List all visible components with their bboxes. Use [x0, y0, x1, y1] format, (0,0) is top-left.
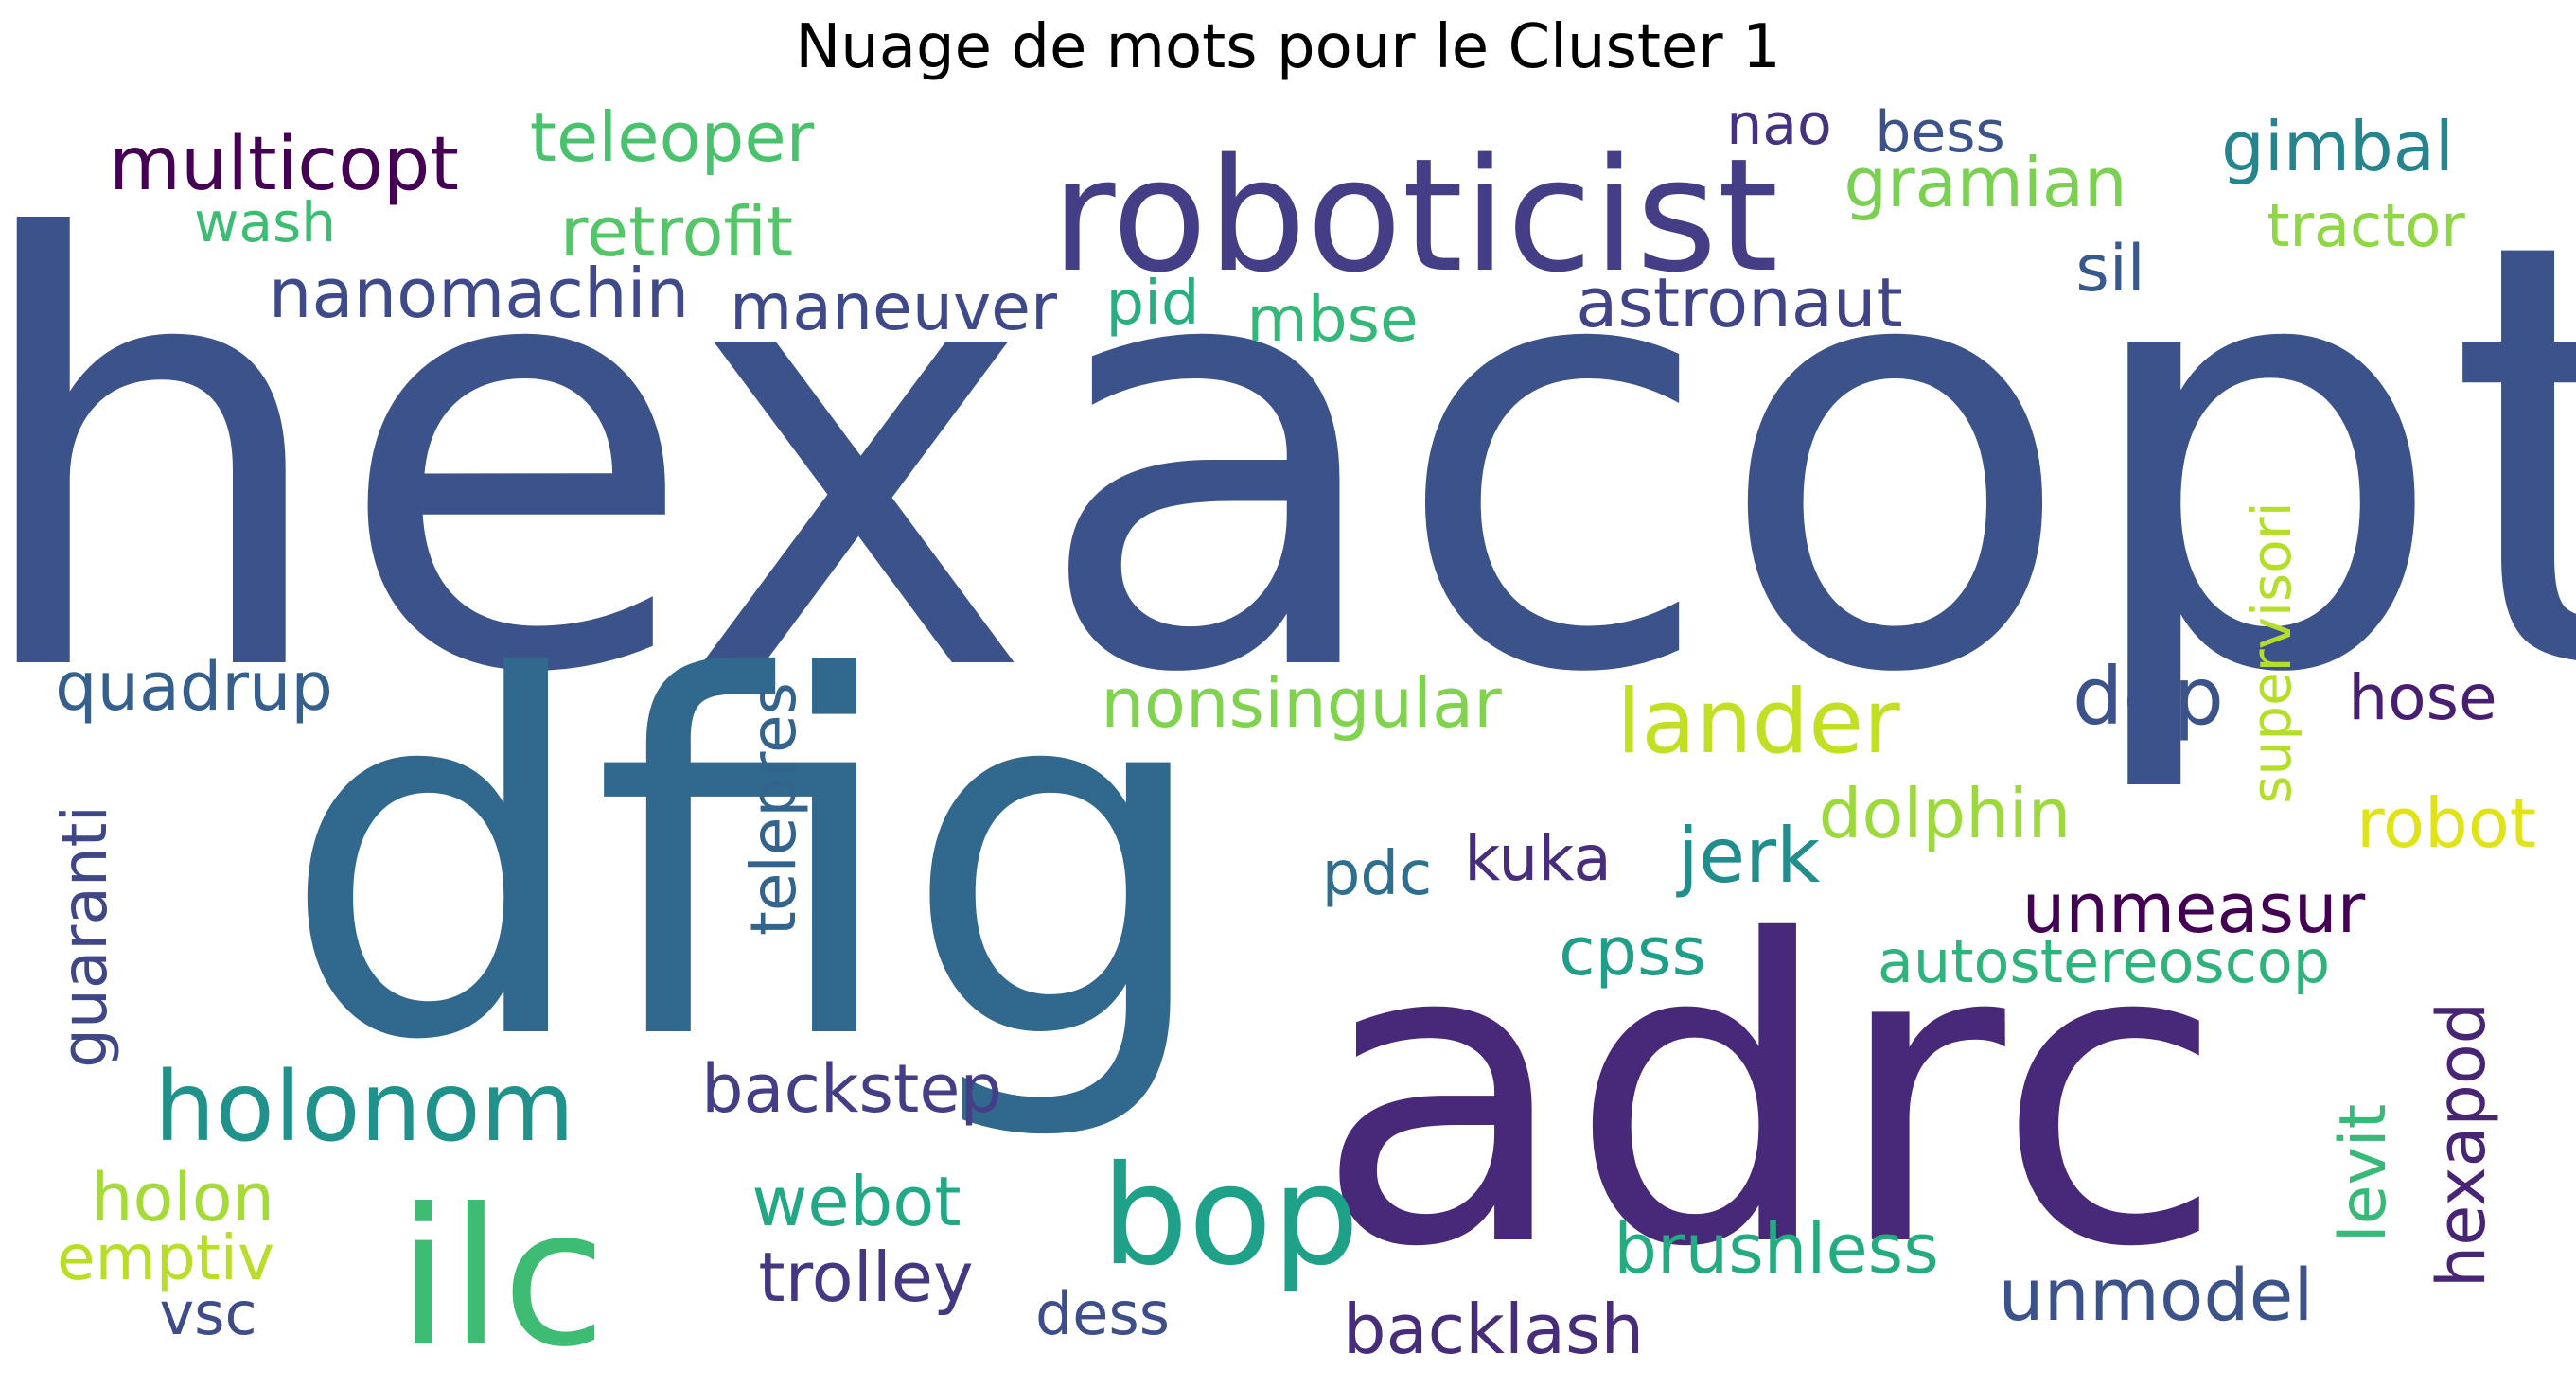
word: hexapod	[2423, 1002, 2500, 1288]
word: emptiv	[57, 1221, 274, 1294]
word: unmodel	[1999, 1253, 2314, 1337]
word: bop	[1102, 1136, 1360, 1296]
word: mbse	[1246, 283, 1418, 356]
word: kuka	[1464, 822, 1612, 895]
word: gimbal	[2221, 107, 2454, 186]
word: supervisori	[2239, 501, 2303, 803]
word: maneuver	[730, 271, 1057, 345]
word: quadrup	[55, 648, 333, 726]
word: nanomachin	[269, 254, 690, 333]
word: roboticist	[1051, 125, 1779, 307]
word: astronaut	[1576, 263, 1903, 342]
word: bess	[1875, 99, 2005, 166]
word: tractor	[2267, 191, 2465, 260]
word: unmeasur	[2022, 869, 2366, 948]
word: guaranti	[48, 805, 121, 1068]
word: dfig	[280, 574, 1215, 1148]
word: robot	[2356, 783, 2536, 863]
word: holon	[91, 1159, 274, 1237]
word: backstep	[701, 1050, 1002, 1128]
word: retrofit	[560, 192, 793, 272]
word: pid	[1105, 269, 1199, 339]
word: webot	[751, 1162, 961, 1241]
word: hose	[2348, 661, 2497, 734]
word: ilc	[397, 1168, 606, 1387]
word: nao	[1726, 92, 1832, 158]
word: holonom	[154, 1051, 574, 1164]
word: nonsingular	[1101, 663, 1502, 743]
word: lander	[1616, 671, 1900, 774]
word: sil	[2075, 232, 2144, 307]
word: vsc	[159, 1279, 256, 1348]
word: adrc	[1314, 853, 2225, 1338]
word: levit	[2326, 1104, 2401, 1243]
word: dolphin	[1819, 774, 2072, 853]
word: telepres	[737, 682, 810, 936]
word: multicopt	[109, 122, 459, 207]
word: backlash	[1343, 1290, 1644, 1369]
word: brushless	[1614, 1209, 1938, 1289]
word: cpss	[1559, 913, 1706, 991]
word: jerk	[1676, 812, 1821, 900]
word: gramian	[1844, 143, 2126, 222]
word: teleoper	[530, 97, 815, 177]
word: trolley	[758, 1238, 973, 1317]
word: pdc	[1322, 839, 1432, 909]
word: hexacopt	[0, 119, 2576, 801]
word: wash	[194, 190, 336, 255]
chart-title: Nuage de mots pour le Cluster 1	[795, 12, 1781, 82]
word: dgp	[2073, 650, 2224, 743]
word: autostereoscop	[1878, 927, 2330, 996]
word: dess	[1035, 1279, 1170, 1348]
